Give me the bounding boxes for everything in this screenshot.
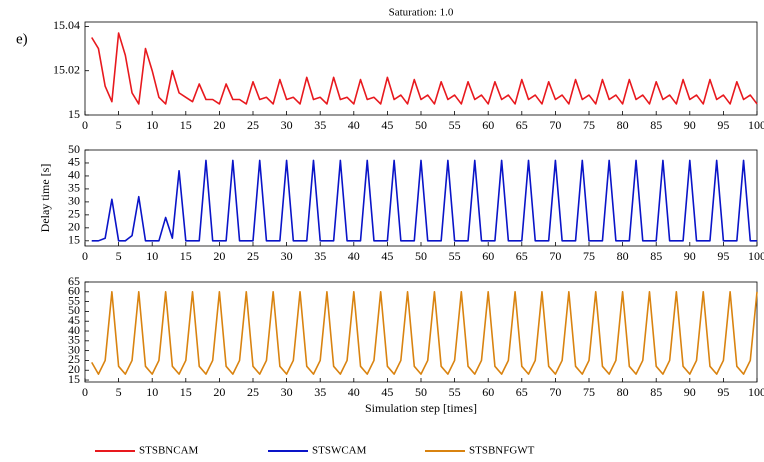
x-tick-label: 20 xyxy=(213,385,225,399)
y-tick-label: 40 xyxy=(68,323,80,337)
x-tick-label: 90 xyxy=(684,385,696,399)
x-tick-label: 35 xyxy=(314,385,326,399)
y-tick-label: 15.04 xyxy=(53,18,80,32)
x-tick-label: 90 xyxy=(684,249,696,263)
x-tick-label: 5 xyxy=(116,385,122,399)
x-tick-label: 75 xyxy=(583,249,595,263)
x-tick-label: 100 xyxy=(748,385,764,399)
x-tick-label: 10 xyxy=(146,118,158,132)
x-tick-label: 50 xyxy=(415,385,427,399)
x-tick-label: 95 xyxy=(717,118,729,132)
x-tick-label: 80 xyxy=(617,385,629,399)
x-tick-label: 45 xyxy=(381,118,393,132)
series-line xyxy=(91,32,758,105)
x-tick-label: 0 xyxy=(82,118,88,132)
x-tick-label: 50 xyxy=(415,118,427,132)
x-tick-label: 15 xyxy=(180,385,192,399)
x-tick-label: 20 xyxy=(213,249,225,263)
x-tick-label: 75 xyxy=(583,385,595,399)
y-tick-label: 30 xyxy=(68,194,80,208)
series-line xyxy=(91,291,758,375)
y-tick-label: 55 xyxy=(68,293,80,307)
panel-label: e) xyxy=(16,31,28,47)
y-tick-label: 25 xyxy=(68,207,80,221)
x-tick-label: 65 xyxy=(516,385,528,399)
x-tick-label: 0 xyxy=(82,249,88,263)
x-tick-label: 55 xyxy=(449,249,461,263)
x-tick-label: 80 xyxy=(617,249,629,263)
x-tick-label: 25 xyxy=(247,118,259,132)
y-tick-label: 25 xyxy=(68,352,80,366)
y-tick-label: 20 xyxy=(68,362,80,376)
x-tick-label: 95 xyxy=(717,249,729,263)
x-tick-label: 70 xyxy=(549,249,561,263)
x-tick-label: 100 xyxy=(748,118,764,132)
x-tick-label: 45 xyxy=(381,385,393,399)
x-tick-label: 55 xyxy=(449,118,461,132)
x-tick-label: 40 xyxy=(348,118,360,132)
legend-label: STSBNFGWT xyxy=(469,445,535,457)
legend-label: STSBNCAM xyxy=(139,445,199,457)
x-tick-label: 75 xyxy=(583,118,595,132)
x-tick-label: 5 xyxy=(116,249,122,263)
x-tick-label: 0 xyxy=(82,385,88,399)
x-tick-label: 60 xyxy=(482,249,494,263)
x-tick-label: 85 xyxy=(650,385,662,399)
y-tick-label: 30 xyxy=(68,342,80,356)
y-tick-label: 60 xyxy=(68,284,80,298)
x-tick-label: 90 xyxy=(684,118,696,132)
x-tick-label: 15 xyxy=(180,118,192,132)
x-tick-label: 30 xyxy=(281,385,293,399)
x-tick-label: 70 xyxy=(549,385,561,399)
legend-label: STSWCAM xyxy=(312,445,367,457)
x-tick-label: 20 xyxy=(213,118,225,132)
x-tick-label: 15 xyxy=(180,249,192,263)
x-tick-label: 60 xyxy=(482,118,494,132)
y-tick-label: 50 xyxy=(68,303,80,317)
y-axis-label: Delay time [s] xyxy=(38,164,52,233)
x-tick-label: 65 xyxy=(516,118,528,132)
x-tick-label: 30 xyxy=(281,118,293,132)
x-tick-label: 5 xyxy=(116,118,122,132)
y-tick-label: 50 xyxy=(68,142,80,156)
x-tick-label: 40 xyxy=(348,249,360,263)
x-tick-label: 60 xyxy=(482,385,494,399)
x-tick-label: 55 xyxy=(449,385,461,399)
y-tick-label: 40 xyxy=(68,168,80,182)
x-tick-label: 85 xyxy=(650,249,662,263)
y-tick-label: 45 xyxy=(68,155,80,169)
x-tick-label: 35 xyxy=(314,118,326,132)
x-tick-label: 10 xyxy=(146,385,158,399)
y-tick-label: 35 xyxy=(68,333,80,347)
y-tick-label: 45 xyxy=(68,313,80,327)
x-tick-label: 35 xyxy=(314,249,326,263)
x-tick-label: 25 xyxy=(247,249,259,263)
x-tick-label: 80 xyxy=(617,118,629,132)
x-tick-label: 95 xyxy=(717,385,729,399)
x-tick-label: 10 xyxy=(146,249,158,263)
y-tick-label: 15.02 xyxy=(53,62,80,76)
x-tick-label: 100 xyxy=(748,249,764,263)
chart-title: Saturation: 1.0 xyxy=(389,7,454,19)
x-tick-label: 30 xyxy=(281,249,293,263)
y-tick-label: 20 xyxy=(68,220,80,234)
y-tick-label: 15 xyxy=(68,372,80,386)
plot-frame xyxy=(84,21,758,116)
x-tick-label: 65 xyxy=(516,249,528,263)
x-tick-label: 45 xyxy=(381,249,393,263)
y-tick-label: 15 xyxy=(68,233,80,247)
x-axis-label: Simulation step [times] xyxy=(365,401,477,415)
x-tick-label: 25 xyxy=(247,385,259,399)
x-tick-label: 40 xyxy=(348,385,360,399)
y-tick-label: 35 xyxy=(68,181,80,195)
x-tick-label: 85 xyxy=(650,118,662,132)
y-tick-label: 65 xyxy=(68,274,80,288)
series-line xyxy=(91,159,757,242)
y-tick-label: 15 xyxy=(68,107,80,121)
x-tick-label: 70 xyxy=(549,118,561,132)
x-tick-label: 50 xyxy=(415,249,427,263)
